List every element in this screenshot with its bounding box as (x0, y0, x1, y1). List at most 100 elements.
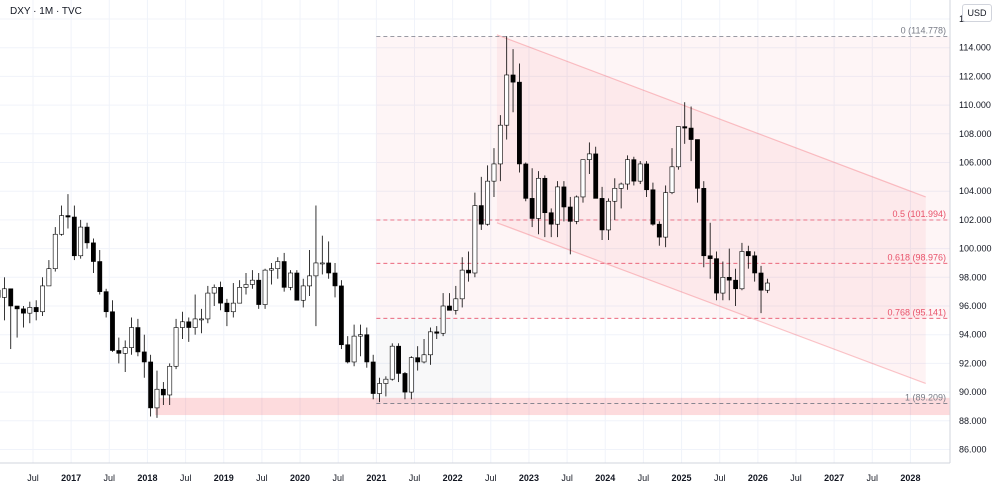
candle-body (612, 188, 618, 202)
candle-body (27, 307, 33, 314)
candle-body (408, 357, 414, 393)
x-tick-label: Jul (485, 473, 497, 483)
x-tick-label: 2019 (214, 473, 234, 483)
candle-body (351, 335, 357, 363)
x-tick-label: 2017 (61, 473, 81, 483)
x-tick-label: Jul (561, 473, 573, 483)
y-tick-label: 112.000 (959, 71, 991, 81)
candle-body (427, 331, 433, 356)
y-tick-label: 110.000 (959, 100, 991, 110)
candle-body (71, 216, 77, 257)
x-tick-label: 2025 (672, 473, 692, 483)
candle-body (211, 287, 217, 294)
candle-body (606, 200, 611, 231)
candle-body (745, 251, 751, 257)
y-tick-label: 104.000 (959, 186, 992, 196)
candle-body (33, 307, 39, 313)
y-tick-label: 102.000 (959, 215, 992, 225)
channel-upper-line (496, 34, 926, 198)
x-tick-label: 2022 (443, 473, 463, 483)
candle-body (307, 275, 312, 287)
support-zone (155, 397, 950, 416)
fib-level-label: 0.5 (101.994) (892, 209, 946, 219)
candle-body (682, 126, 688, 129)
candle-body (294, 272, 300, 301)
candle-body (695, 139, 700, 189)
candle-body (205, 292, 211, 320)
y-tick-label: 108.000 (959, 129, 992, 139)
candle-body (78, 226, 84, 257)
candle-body (84, 226, 90, 244)
candle-body (345, 344, 351, 363)
candle-body (580, 159, 586, 198)
candle-body (764, 282, 770, 291)
channel-lower-line (496, 222, 926, 385)
candle-body (593, 153, 599, 199)
candle-body (510, 74, 516, 83)
candle-body (567, 206, 573, 222)
x-tick-label: Jul (714, 473, 726, 483)
candle-body (574, 196, 580, 222)
candle-body (192, 318, 198, 328)
candle-body (383, 378, 389, 384)
y-tick-label: 96.000 (959, 301, 987, 311)
candle-body (599, 198, 605, 231)
candle-body (523, 163, 529, 199)
candle-body (180, 321, 185, 328)
candle-body (269, 268, 274, 271)
candle-body (415, 357, 421, 363)
fib-level-label: 1 (89.209) (905, 392, 946, 402)
candle-body (440, 305, 446, 334)
candle-body (529, 198, 535, 219)
x-tick-label: Jul (332, 473, 344, 483)
candle-body (402, 373, 408, 393)
candle-body (370, 361, 376, 394)
y-tick-label: 92.000 (959, 358, 987, 368)
candle-body (281, 261, 287, 288)
x-tick-label: 2024 (595, 473, 615, 483)
candle-body (669, 166, 675, 193)
candle-body (135, 327, 141, 353)
x-tick-label: Jul (638, 473, 650, 483)
currency-button[interactable]: USD (962, 4, 992, 22)
candle-body (243, 284, 249, 288)
candle-body (542, 177, 548, 214)
x-tick-label: Jul (104, 473, 116, 483)
candle-body (504, 74, 510, 126)
candle-body (97, 261, 103, 292)
candle-body (319, 262, 325, 265)
candle-body (8, 288, 14, 307)
candle-body (262, 269, 268, 305)
candle-body (141, 351, 147, 363)
x-tick-label: 2028 (900, 473, 920, 483)
y-tick-label: 90.000 (959, 387, 987, 397)
y-tick-label: 86.000 (959, 445, 987, 455)
candle-body (688, 127, 694, 140)
candle-body (586, 153, 592, 160)
candle-body (434, 331, 440, 334)
candle-body (364, 334, 370, 363)
candle-body (21, 308, 26, 314)
candle-body (377, 383, 382, 394)
candle-body (59, 215, 65, 235)
candle-body (167, 365, 173, 396)
candle-body (491, 163, 497, 182)
candle-body (726, 276, 732, 281)
candle-body (555, 186, 560, 225)
candle-body (1, 288, 7, 298)
candle-body (332, 272, 338, 287)
candle-body (46, 268, 52, 287)
candle-body (288, 272, 293, 288)
y-tick-label: 106.000 (959, 158, 992, 168)
y-tick-label: 114.000 (959, 43, 991, 53)
candle-body (650, 189, 656, 225)
candle-body (148, 361, 154, 409)
candle-body (733, 279, 738, 290)
candle-body (218, 287, 223, 304)
candle-body (300, 285, 306, 301)
candle-body (389, 345, 395, 380)
candle-body (65, 215, 71, 218)
candle-body (548, 212, 554, 225)
candle-body (396, 345, 402, 374)
